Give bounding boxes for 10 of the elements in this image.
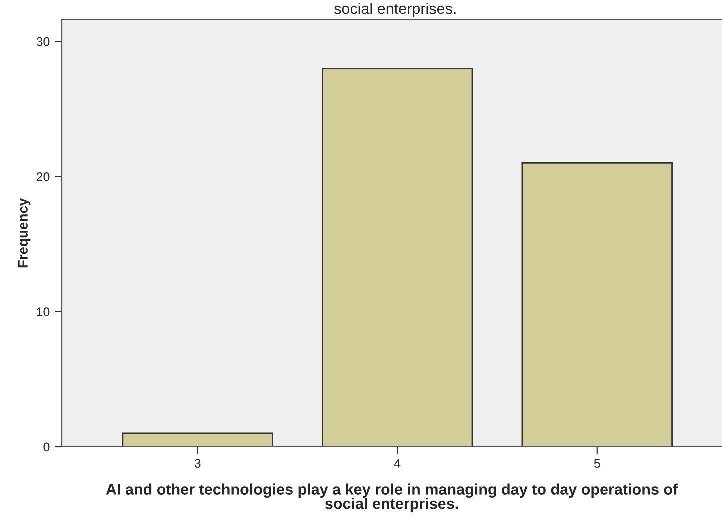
x-axis-title: AI and other technologies play a key role in managing day to day operations of social enterprises. [106,484,678,512]
x-tick-label: 4 [394,459,401,468]
y-tick-label: 30 [36,37,50,46]
x-tick-label: 3 [194,459,201,468]
y-tick-label: 20 [36,172,50,182]
y-axis-title: Frequency [18,198,31,268]
y-tick-label: 10 [37,308,50,317]
y-tick-label: 0 [44,442,50,452]
chart-title: social enterprises. [334,2,456,18]
x-tick-label: 5 [594,459,600,468]
